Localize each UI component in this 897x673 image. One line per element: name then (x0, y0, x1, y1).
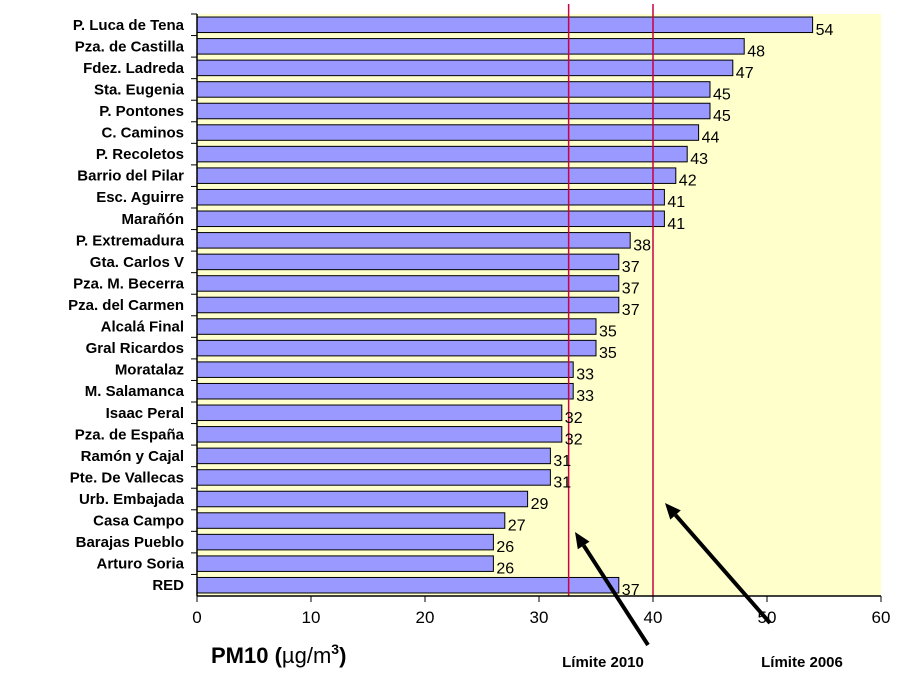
value-label: 41 (667, 194, 685, 211)
bar (196, 210, 665, 228)
x-axis-title-unit: µg/m (282, 643, 331, 668)
category-label: Casa Campo (93, 513, 184, 530)
category-label: Urb. Embajada (79, 491, 185, 508)
x-axis-title-main: PM10 ( (211, 643, 283, 668)
category-label: Gta. Carlos V (90, 254, 184, 271)
x-tick-label: 20 (416, 608, 435, 627)
value-label: 42 (679, 173, 697, 190)
value-label: 41 (667, 216, 685, 233)
bar (196, 145, 688, 163)
x-axis-title: PM10 (µg/m3) (211, 641, 346, 668)
bar (196, 447, 551, 465)
bar (196, 275, 620, 292)
x-tick-label: 60 (872, 608, 891, 627)
category-label: Gral Ricardos (86, 340, 184, 357)
category-label: Ramón y Cajal (81, 448, 184, 465)
annotation-arrowhead (575, 532, 590, 550)
annotation-arrow (582, 544, 650, 647)
category-label: Barrio del Pilar (77, 168, 184, 185)
bar (196, 81, 711, 98)
category-label: Barajas Pueblo (76, 534, 184, 551)
value-label: 54 (816, 22, 834, 39)
bar (196, 512, 506, 529)
bar (196, 576, 620, 594)
x-axis-title-close: ) (339, 643, 346, 668)
annotation-arrowhead (665, 503, 681, 520)
category-label: P. Luca de Tena (73, 17, 185, 34)
value-label: 31 (553, 474, 571, 491)
bar (196, 339, 597, 357)
reference-line-label: Límite 2006 (761, 654, 843, 671)
bar (196, 167, 677, 184)
category-label: Pte. De Vallecas (70, 469, 184, 486)
category-label: P. Recoletos (96, 146, 184, 163)
value-label: 44 (702, 130, 720, 147)
value-label: 32 (565, 431, 583, 448)
bar (196, 16, 814, 34)
x-tick-label: 40 (644, 608, 663, 627)
value-label: 26 (496, 561, 514, 578)
reference-line-label: Límite 2010 (562, 654, 644, 671)
value-label: 27 (508, 518, 526, 535)
bar (196, 490, 529, 508)
annotation-arrow (674, 513, 772, 625)
category-label: Pza. de Castilla (75, 38, 185, 55)
value-label: 32 (565, 410, 583, 427)
x-axis-title-sup: 3 (331, 641, 339, 657)
value-label: 37 (622, 259, 640, 276)
category-label: Pza. del Carmen (68, 297, 184, 314)
category-label: Marañón (121, 211, 184, 228)
category-label: Isaac Peral (106, 405, 184, 422)
bar (196, 253, 620, 271)
x-tick-label: 10 (302, 608, 321, 627)
category-label: M. Salamanca (85, 383, 185, 400)
bar (196, 404, 563, 422)
value-label: 31 (553, 453, 571, 470)
value-label: 35 (599, 324, 617, 341)
value-label: 37 (622, 582, 640, 599)
category-label: Alcalá Final (101, 319, 184, 336)
category-label: C. Caminos (101, 125, 184, 142)
category-label: P. Extremadura (76, 232, 185, 249)
bar (196, 296, 620, 314)
bar (196, 361, 574, 378)
x-tick-label: 0 (192, 608, 201, 627)
category-label: Fdez. Ladreda (83, 60, 185, 77)
bar (196, 382, 574, 400)
category-label: P. Pontones (99, 103, 184, 120)
bar (196, 232, 631, 249)
x-tick-label: 30 (530, 608, 549, 627)
value-label: 45 (713, 108, 731, 125)
bar (196, 124, 700, 141)
value-label: 45 (713, 86, 731, 103)
bar (196, 469, 551, 486)
value-label: 38 (633, 237, 651, 254)
category-label: Arturo Soria (96, 556, 184, 573)
value-label: 29 (531, 496, 549, 513)
category-label: Moratalaz (115, 362, 184, 379)
value-label: 26 (496, 539, 514, 556)
category-label: Pza. M. Becerra (73, 275, 185, 292)
value-label: 48 (747, 43, 765, 60)
category-label: RED (152, 577, 184, 594)
value-label: 43 (690, 151, 708, 168)
value-label: 33 (576, 367, 594, 384)
value-label: 37 (622, 302, 640, 319)
value-label: 33 (576, 388, 594, 405)
bar (196, 555, 494, 572)
bar (196, 102, 711, 120)
category-label: Sta. Eugenia (94, 81, 185, 98)
bar (196, 188, 665, 206)
category-label: Pza. de España (75, 426, 185, 443)
category-label: Esc. Aguirre (96, 189, 184, 206)
bar (196, 533, 494, 551)
value-label: 47 (736, 65, 754, 82)
value-label: 37 (622, 280, 640, 297)
bar (196, 318, 597, 335)
bar (196, 38, 745, 55)
value-label: 35 (599, 345, 617, 362)
bar (196, 426, 563, 443)
